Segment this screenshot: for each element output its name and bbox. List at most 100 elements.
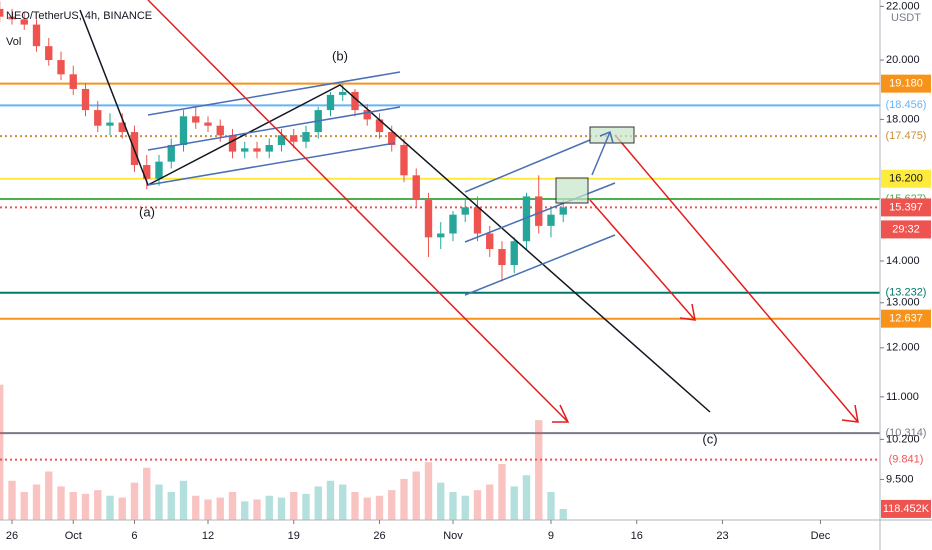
volume-bar: [216, 497, 224, 520]
candle-body: [155, 161, 163, 179]
volume-bar: [20, 492, 28, 520]
candle-body: [179, 116, 188, 146]
x-tick-label: 9: [548, 530, 554, 542]
volume-bar: [45, 471, 53, 520]
candle-body: [8, 16, 16, 20]
arrow: [147, 0, 569, 423]
candle-body: [20, 19, 28, 25]
volume-bar: [314, 486, 322, 520]
unit-label: USDT: [891, 12, 921, 24]
candle-body: [547, 214, 555, 226]
level-label: 12.637: [889, 313, 923, 325]
x-tick-label: 23: [716, 530, 728, 542]
volume-bar: [81, 493, 90, 520]
volume-bar: [486, 484, 494, 520]
candle-body: [118, 122, 126, 133]
volume-bar: [32, 484, 41, 520]
wave-label: (a): [139, 204, 155, 219]
volume-bar: [473, 490, 482, 520]
candle-body: [241, 148, 249, 152]
channel-line: [147, 142, 396, 186]
target-box: [555, 177, 589, 204]
channel-line: [464, 234, 616, 296]
candle-body: [32, 24, 41, 47]
x-tick-label: 12: [202, 530, 214, 542]
arrowhead: [599, 130, 614, 144]
volume-bar: [192, 495, 200, 520]
arrow: [591, 131, 611, 176]
volume-bar: [69, 492, 77, 520]
volume-bar: [204, 499, 212, 520]
volume-bar: [412, 471, 420, 520]
candle-body: [290, 135, 298, 142]
arrowhead: [841, 404, 859, 423]
volume-bar: [94, 490, 102, 520]
candle-body: [277, 135, 286, 146]
candle-body: [486, 233, 494, 250]
volume-bar: [375, 495, 384, 520]
volume-bar: [351, 492, 359, 520]
candle-body: [0, 8, 4, 17]
x-tick-label: 16: [631, 530, 643, 542]
candle-body: [339, 91, 347, 95]
volume-bar: [388, 490, 396, 520]
candle-body: [192, 116, 200, 123]
volume-bar: [522, 475, 531, 520]
volume-bar: [363, 497, 371, 520]
y-tick-label: 20.000: [886, 54, 920, 66]
candle-body: [106, 122, 114, 126]
drawings: [79, 0, 859, 423]
candle-body: [375, 119, 384, 133]
candle-body: [412, 175, 420, 201]
level-box: [881, 198, 931, 217]
x-tick-label: 6: [131, 530, 137, 542]
candle-body: [216, 125, 224, 136]
level-box: [881, 309, 931, 328]
volume-bar: [559, 508, 567, 520]
chart-title: NEO/TetherUS, 4h, BINANCE: [6, 10, 152, 22]
volume-bar: [424, 462, 433, 520]
candle-body: [437, 233, 445, 238]
volume-bar: [228, 492, 237, 520]
level-label: (10.314): [886, 427, 927, 439]
x-tick-label: Dec: [811, 530, 831, 542]
volume-bar: [167, 492, 175, 520]
candle-body: [473, 207, 482, 234]
volume-bar: [179, 480, 188, 520]
candle-body: [326, 94, 335, 111]
y-tick-label: 9.500: [886, 473, 914, 485]
candle-body: [535, 196, 543, 226]
level-box: [881, 74, 931, 93]
arrow: [589, 199, 696, 321]
y-tick-label: 11.000: [886, 391, 919, 403]
candles: [0, 1, 567, 520]
x-tick-label: 19: [288, 530, 300, 542]
candle-body: [498, 249, 506, 266]
level-label: 16.200: [889, 173, 923, 185]
candle-body: [45, 46, 53, 61]
volume-bar: [326, 480, 335, 520]
candle-body: [522, 196, 531, 242]
volume-bar: [277, 497, 286, 520]
channel-line: [464, 139, 591, 193]
candle-body: [388, 132, 396, 146]
volume-bar: [253, 499, 261, 520]
candle-body: [253, 148, 261, 152]
volume-bar: [400, 478, 408, 520]
x-tick-label: 26: [373, 530, 385, 542]
arrow: [614, 134, 859, 423]
x-tick-label: 26: [6, 530, 18, 542]
arrowhead: [552, 404, 570, 423]
y-tick-label: 22.000: [886, 0, 920, 12]
volume-bar: [449, 492, 457, 520]
y-tick-label: 14.000: [886, 255, 920, 267]
candle-body: [461, 207, 469, 215]
candle-body: [400, 145, 408, 176]
levels: 19.180(18.456)(17.475)16.200(15.627)15.3…: [0, 74, 931, 465]
volume-bar: [155, 484, 163, 520]
level-label: 15.397: [889, 201, 923, 213]
volume-bar: [302, 493, 310, 520]
candle-body: [228, 135, 237, 152]
volume-bar: [290, 492, 298, 520]
volume-bar: [130, 482, 139, 520]
